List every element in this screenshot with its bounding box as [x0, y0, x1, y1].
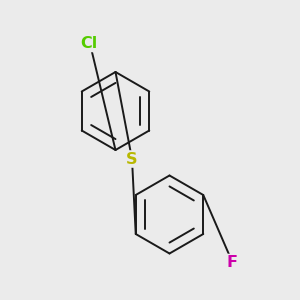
- Text: S: S: [126, 152, 138, 166]
- Text: F: F: [227, 255, 238, 270]
- Text: Cl: Cl: [80, 36, 97, 51]
